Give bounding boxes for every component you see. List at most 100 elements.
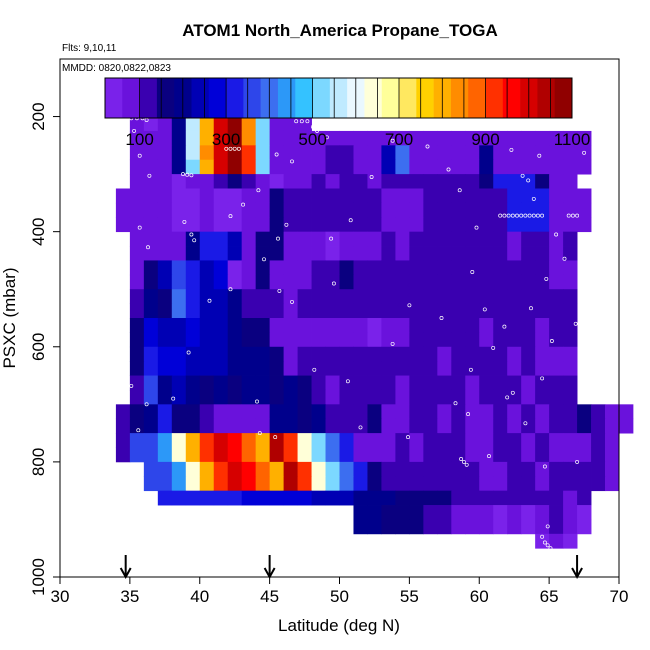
heatmap-cell (493, 188, 508, 204)
heatmap-cell (577, 519, 592, 535)
heatmap-cell (521, 375, 536, 391)
heatmap-cell (521, 361, 536, 376)
heatmap-cell (367, 231, 382, 247)
data-marker (185, 172, 190, 177)
heatmap-cell (353, 447, 368, 463)
heatmap-cell (381, 447, 396, 463)
colorbar-swatch (485, 78, 504, 118)
heatmap-cell (171, 174, 187, 189)
heatmap-cell (171, 260, 187, 276)
heatmap-cell (423, 303, 438, 319)
heatmap-cell (283, 389, 298, 405)
heatmap-cell (199, 217, 215, 233)
heatmap-cell (577, 476, 592, 492)
heatmap-cell (367, 159, 382, 175)
heatmap-cell (493, 433, 508, 448)
heatmap-cell (297, 231, 312, 247)
heatmap-cell (255, 145, 271, 161)
heatmap-cell (339, 246, 354, 261)
heatmap-cell (451, 260, 466, 276)
heatmap-cell (409, 490, 424, 506)
heatmap-cell (535, 188, 550, 204)
heatmap-cell (129, 217, 145, 233)
heatmap-cell (353, 130, 368, 146)
heatmap-cell (325, 375, 340, 391)
heatmap-cell (423, 231, 438, 247)
heatmap-cell (157, 145, 173, 161)
heatmap-cell (185, 361, 201, 376)
heatmap-cell (143, 389, 159, 405)
heatmap-cell (353, 404, 368, 420)
heatmap-cell (199, 476, 215, 492)
data-marker (290, 159, 294, 164)
heatmap-cell (521, 260, 536, 276)
heatmap-cell (171, 217, 187, 233)
heatmap-cell (227, 274, 243, 290)
heatmap-cell (199, 389, 215, 405)
heatmap-cell (311, 202, 326, 218)
heatmap-cell (465, 318, 480, 333)
data-marker (523, 213, 528, 218)
heatmap-cell (493, 490, 508, 506)
heatmap-cell (549, 533, 564, 549)
x-axis-label: Latitude (deg N) (278, 616, 400, 635)
heatmap-cell (465, 130, 480, 146)
x-tick-label: 50 (330, 587, 349, 606)
heatmap-cell (535, 346, 550, 362)
heatmap-cell (255, 404, 271, 420)
heatmap-cell (521, 202, 536, 218)
heatmap-cell (255, 476, 271, 492)
heatmap-cell (157, 188, 173, 204)
heatmap-cell (143, 246, 159, 261)
heatmap-cell (367, 476, 382, 492)
heatmap-cell (395, 274, 410, 290)
heatmap-cell (171, 130, 187, 146)
heatmap-cell (451, 476, 466, 492)
data-marker (474, 225, 479, 230)
heatmap-cell (437, 505, 452, 520)
heatmap-cell (297, 217, 312, 233)
heatmap-cell (325, 476, 340, 492)
heatmap-cell (241, 433, 257, 448)
heatmap-cell (479, 505, 494, 520)
heatmap-cell (465, 246, 480, 261)
data-marker (255, 399, 259, 404)
heatmap-cell (451, 188, 466, 204)
heatmap-cell (297, 476, 312, 492)
heatmap-cell (143, 159, 159, 175)
data-marker (519, 213, 524, 218)
data-marker (348, 218, 353, 223)
heatmap-cell (577, 145, 592, 161)
heatmap-cell (129, 116, 145, 132)
heatmap-cell (535, 505, 550, 520)
heatmap-cell (185, 490, 201, 506)
heatmap-cell (409, 418, 424, 434)
heatmap-cell (549, 361, 564, 376)
heatmap-cell (311, 145, 326, 161)
heatmap-cell (199, 246, 215, 261)
heatmap-cell (241, 174, 257, 189)
heatmap-cell (185, 246, 201, 261)
heatmap-cell (255, 159, 271, 175)
heatmap-cell (381, 404, 396, 420)
heatmap-cell (563, 418, 578, 434)
heatmap-cell (563, 231, 578, 247)
heatmap-cell (171, 404, 187, 420)
data-marker (540, 534, 545, 539)
heatmap-cell (577, 505, 592, 520)
heatmap-cell (521, 246, 536, 261)
heatmap-cell (423, 505, 438, 520)
data-marker (369, 175, 374, 179)
heatmap-cell (325, 303, 340, 319)
heatmap-cell (269, 490, 285, 506)
heatmap-cell (283, 361, 298, 376)
heatmap-cell (115, 447, 131, 463)
data-marker (228, 214, 233, 219)
heatmap-cell (493, 303, 508, 319)
heatmap-cell (311, 433, 326, 448)
heatmap-cell (311, 217, 326, 233)
heatmap-cell (451, 303, 466, 319)
heatmap-cell (353, 375, 368, 391)
heatmap-cell (157, 274, 173, 290)
heatmap-cell (521, 130, 536, 146)
